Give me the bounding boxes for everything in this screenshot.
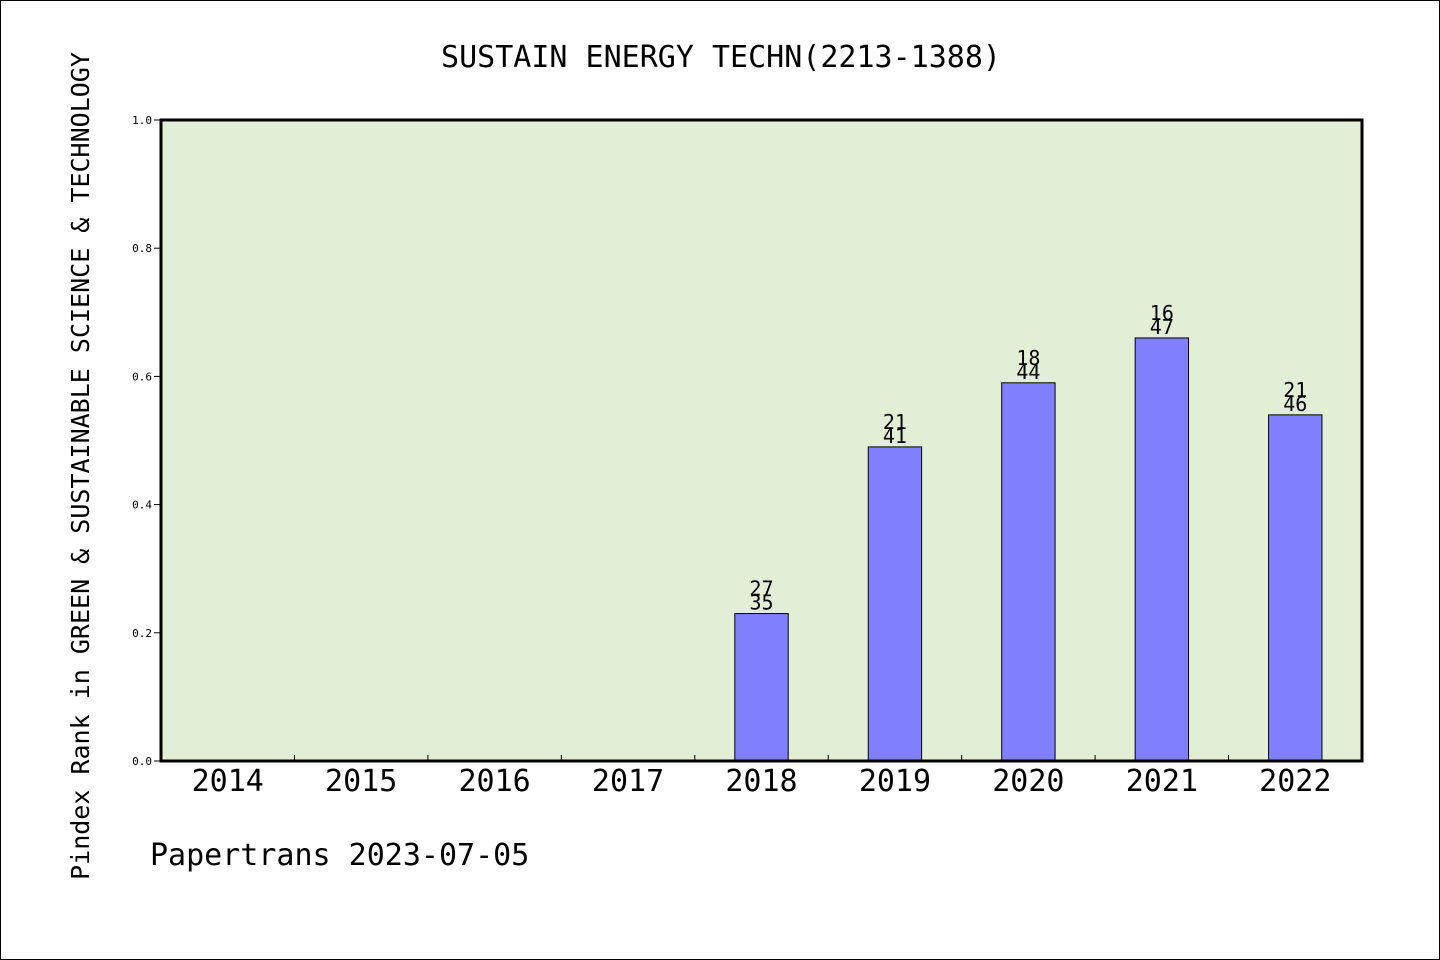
x-tick-label: 2014 (192, 764, 264, 799)
bar (1134, 337, 1190, 762)
x-tick-label: 2021 (1126, 764, 1198, 799)
bar-total-label: 35 (749, 591, 773, 615)
bar-total-label: 46 (1283, 392, 1307, 416)
bar (1268, 414, 1323, 762)
y-tick-label: 0.8 (132, 242, 152, 255)
y-tick-label: 1.0 (132, 114, 152, 127)
bar-total-label: 41 (883, 424, 907, 448)
y-axis-label: Pindex Rank in GREEN & SUSTAINABLE SCIEN… (66, 52, 95, 880)
x-tick-label: 2016 (458, 764, 530, 799)
bar-rank-label: 21 (883, 410, 907, 434)
x-tick-label: 2022 (1259, 764, 1331, 799)
x-tick-label: 2015 (325, 764, 397, 799)
x-tick-label: 2017 (592, 764, 664, 799)
bar-total-label: 44 (1016, 360, 1040, 384)
bar-rank-label: 18 (1016, 346, 1040, 370)
y-tick-label: 0.0 (132, 755, 152, 768)
bar (867, 446, 923, 762)
x-tick-label: 2019 (859, 764, 931, 799)
bar-rank-label: 21 (1283, 378, 1307, 402)
y-tick-label: 0.4 (132, 499, 152, 512)
x-tick-label: 2020 (992, 764, 1064, 799)
bar (734, 613, 789, 762)
x-tick-label: 2018 (725, 764, 797, 799)
y-tick-label: 0.6 (132, 370, 152, 383)
bar-rank-label: 16 (1150, 301, 1174, 325)
bar-rank-label: 27 (749, 577, 773, 601)
chart-title: SUSTAIN ENERGY TECHN(2213-1388) (441, 40, 1001, 75)
y-tick-label: 0.2 (132, 627, 152, 640)
y-axis: 0.0 0.2 0.4 0.6 0.8 1.0 (132, 114, 161, 768)
bar-total-label: 47 (1150, 315, 1174, 339)
plot-border (159, 118, 1364, 763)
bar (1001, 382, 1056, 762)
x-tick-labels: 2014 2015 2016 2017 2018 2019 2020 2021 2022 (192, 764, 1332, 799)
footer-text: Papertrans 2023-07-05 (150, 838, 529, 873)
